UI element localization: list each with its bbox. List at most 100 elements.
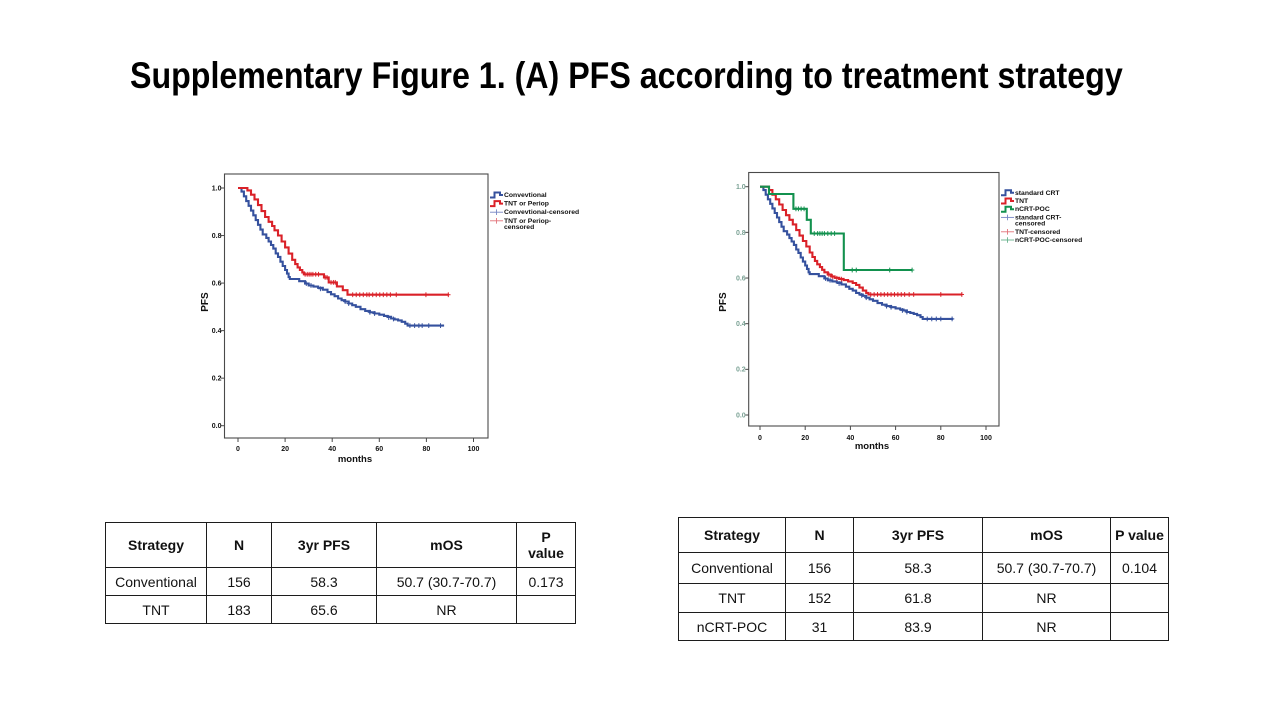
km-chart-three-groups: 0.0 0.2 0.4 0.6 0.8 1.0 0 20 40 60 80 100 PFS months s… — [700, 160, 1150, 480]
table-cell: NR — [982, 583, 1111, 613]
legend-label: TNT or Periop — [504, 201, 549, 208]
x-axis: 0 20 40 60 80 100 — [758, 426, 992, 442]
y-tick-label: 1.0 — [212, 185, 222, 192]
x-tick-label: 100 — [468, 446, 480, 453]
table-cell: 50.7 (30.7-70.7) — [982, 552, 1111, 584]
legend-item: standard CRT — [1001, 189, 1060, 197]
y-tick-label: 0.8 — [212, 233, 222, 240]
censor-marks-ncrt-poc — [793, 206, 915, 273]
y-tick-label: 0.4 — [212, 328, 222, 335]
x-tick-label: 20 — [281, 446, 289, 453]
header-cell: Strategy — [678, 517, 786, 553]
table-cell — [1110, 612, 1169, 641]
table-cell: 61.8 — [853, 583, 983, 613]
legend-censor-symbol — [490, 209, 503, 215]
legend-step-symbol — [1001, 197, 1014, 205]
x-axis-title: months — [338, 454, 372, 465]
km-curve-tnt — [760, 185, 963, 296]
x-tick-label: 100 — [980, 435, 992, 442]
table-cell: 156 — [785, 552, 854, 584]
x-tick-label: 80 — [423, 446, 431, 453]
x-axis: 0 20 40 60 80 100 — [236, 438, 479, 453]
table-cell: Conventional — [678, 552, 786, 584]
legend-item: nCRT-POC — [1001, 205, 1050, 213]
table-cell: NR — [376, 595, 517, 624]
legend-label: standard CRT-censored — [1015, 214, 1061, 227]
y-tick-label: 0.0 — [212, 423, 222, 430]
table-row: Conventional 156 58.3 50.7 (30.7-70.7) 0.173 — [105, 567, 576, 596]
km-plot-svg: 0.0 0.2 0.4 0.6 0.8 1.0 0 20 40 60 80 100 PFS months C… — [200, 173, 579, 465]
legend-label: TNT-censored — [1015, 229, 1060, 236]
summary-table-three-groups: Strategy N 3yr PFS mOS P value Conventional 15… — [678, 517, 1169, 641]
legend-label: Convevtional-censored — [504, 209, 579, 216]
legend-step-symbol — [490, 191, 503, 199]
table-cell — [516, 595, 576, 624]
table-cell: 65.6 — [271, 595, 377, 624]
table-cell: Conventional — [105, 567, 207, 596]
table-cell: 83.9 — [853, 612, 983, 641]
header-cell: 3yr PFS — [271, 522, 377, 568]
figure-title: Supplementary Figure 1. (A) PFS accordin… — [130, 55, 1123, 96]
legend-censor-symbol — [1001, 237, 1014, 243]
censor-marks-tnt — [826, 272, 965, 297]
km-curve-convevtional — [238, 186, 445, 327]
x-tick-label: 40 — [847, 435, 855, 442]
legend: Convevtional TNT or PeriopConvevtional-ce… — [490, 191, 579, 231]
y-tick-label: 0.2 — [736, 367, 746, 374]
km-plot-svg: 0.0 0.2 0.4 0.6 0.8 1.0 0 20 40 60 80 100 PFS months s… — [718, 171, 1082, 452]
legend-item: TNT or Periop-censored — [490, 218, 551, 231]
table-cell — [1110, 583, 1169, 613]
y-tick-label: 0.6 — [212, 280, 222, 287]
legend-item: TNT — [1001, 197, 1029, 205]
censor-marks-convevtional — [304, 281, 443, 329]
legend-item: TNT or Periop — [490, 200, 549, 208]
legend-censor-symbol — [1001, 229, 1014, 235]
legend-item: TNT-censored — [1001, 229, 1060, 236]
x-tick-label: 0 — [758, 435, 762, 442]
y-tick-label: 0.2 — [212, 376, 222, 383]
legend-item: nCRT-POC-censored — [1001, 237, 1082, 244]
table-row: nCRT-POC 31 83.9 NR — [678, 612, 1169, 641]
legend-censor-symbol — [1001, 214, 1014, 221]
legend-step-symbol — [1001, 189, 1014, 197]
km-curve-ncrt-poc — [760, 185, 913, 272]
table-cell: TNT — [105, 595, 207, 624]
table-cell: 183 — [206, 595, 272, 624]
y-tick-label: 0.6 — [736, 275, 746, 282]
table-header-row: Strategy N 3yr PFS mOS P value — [678, 517, 1169, 553]
y-tick-label: 1.0 — [736, 184, 746, 191]
legend-step-symbol — [1001, 205, 1014, 213]
header-cell: Strategy — [105, 522, 207, 568]
y-axis: 0.0 0.2 0.4 0.6 0.8 1.0 — [212, 185, 225, 430]
header-cell: P value — [1110, 517, 1169, 553]
legend-item: Convevtional — [490, 191, 547, 199]
x-tick-label: 60 — [892, 435, 900, 442]
plot-frame — [223, 173, 489, 439]
plot-frame — [748, 171, 1000, 427]
x-tick-label: 80 — [937, 435, 945, 442]
table-cell: 58.3 — [271, 567, 377, 596]
y-axis: 0.0 0.2 0.4 0.6 0.8 1.0 — [736, 184, 749, 419]
legend-label: TNT or Periop-censored — [504, 218, 551, 231]
km-chart-two-groups: 0.0 0.2 0.4 0.6 0.8 1.0 0 20 40 60 80 100 PFS months C… — [185, 160, 630, 480]
header-cell: N — [785, 517, 854, 553]
header-cell: mOS — [376, 522, 517, 568]
table-cell: 50.7 (30.7-70.7) — [376, 567, 517, 596]
legend-label: TNT — [1015, 198, 1029, 205]
legend-item: Convevtional-censored — [490, 209, 579, 216]
legend-item: standard CRT-censored — [1001, 214, 1061, 228]
y-tick-label: 0.8 — [736, 230, 746, 237]
x-tick-label: 40 — [328, 446, 336, 453]
y-tick-label: 0.0 — [736, 412, 746, 419]
y-axis-title: PFS — [200, 292, 211, 312]
x-tick-label: 60 — [375, 446, 383, 453]
x-tick-label: 0 — [236, 446, 240, 453]
y-tick-label: 0.4 — [736, 321, 746, 328]
table-cell: 0.173 — [516, 567, 576, 596]
table-cell: 156 — [206, 567, 272, 596]
legend-label: standard CRT — [1015, 190, 1060, 197]
